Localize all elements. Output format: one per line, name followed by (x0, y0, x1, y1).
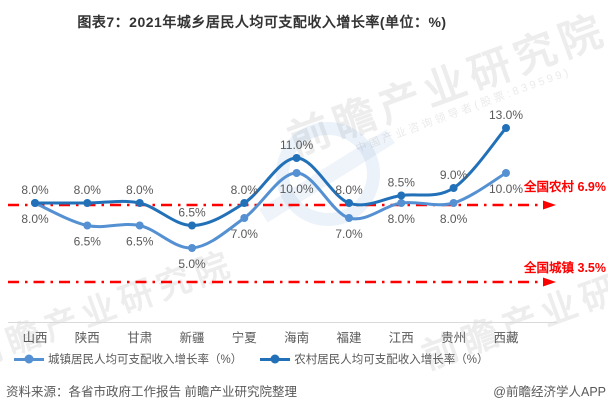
series-0-point-4 (240, 214, 249, 222)
series-1-point-9 (502, 124, 510, 132)
series-0-point-2 (135, 221, 144, 230)
series-1-point-5 (292, 154, 301, 162)
legend-dot-icon (270, 354, 280, 364)
series-0-value-label-6: 7.0% (335, 227, 363, 241)
reference-label-0: 全国农村 6.9% (523, 179, 606, 194)
series-1-value-label-4: 8.0% (231, 183, 259, 197)
series-0-point-3 (188, 244, 196, 252)
series-0-point-8 (449, 199, 458, 207)
legend-item-1: 农村居民人均可支配收入增长率（%） (260, 351, 488, 367)
series-0-value-label-4: 7.0% (231, 227, 259, 241)
credit-note: @前瞻经济学人APP (493, 385, 606, 399)
legend-line-marker-icon (14, 354, 44, 364)
reference-arrow-1 (543, 277, 556, 287)
series-1-point-6 (345, 199, 353, 207)
x-tick-label-9: 西藏 (493, 331, 519, 345)
x-tick-label-3: 新疆 (179, 330, 204, 345)
series-1-value-label-6: 8.0% (335, 183, 363, 197)
source-note: 资料来源：各省市政府工作报告 前瞻产业研究院整理 (6, 385, 297, 399)
series-0-value-label-7: 8.0% (388, 212, 416, 226)
series-1-point-7 (397, 191, 406, 200)
x-tick-label-5: 海南 (284, 330, 309, 345)
series-0-point-7 (397, 199, 406, 207)
legend-label-1: 农村居民人均可支配收入增长率（%） (294, 354, 489, 366)
legend-item-0: 城镇居民人均可支配收入增长率（%） (14, 351, 242, 367)
series-1-point-2 (135, 199, 144, 207)
x-tick-label-6: 福建 (336, 330, 362, 345)
legend-label-0: 城镇居民人均可支配收入增长率（%） (48, 354, 243, 366)
series-1-line (33, 126, 508, 228)
x-tick-label-0: 山西 (22, 331, 47, 345)
series-0-value-label-0: 8.0% (21, 212, 49, 226)
x-tick-label-4: 宁夏 (232, 330, 258, 345)
series-0-line (33, 171, 508, 250)
series-0-value-label-3: 5.0% (178, 257, 206, 271)
legend-dot-icon (24, 354, 34, 364)
x-tick-label-7: 江西 (389, 331, 414, 345)
x-tick-label-8: 贵州 (441, 331, 466, 345)
series-1-value-label-0: 8.0% (21, 183, 49, 197)
legend-line-marker-icon (260, 354, 291, 364)
series-1-value-label-5: 11.0% (280, 138, 313, 152)
series-0-point-9 (502, 169, 510, 177)
series-1-value-label-7: 8.5% (388, 176, 416, 190)
series-0-value-label-1: 6.5% (74, 235, 102, 249)
reference-arrow-0 (543, 200, 556, 210)
series-0-value-label-8: 8.0% (440, 212, 468, 226)
series-0-point-6 (345, 214, 353, 222)
series-1-point-1 (83, 199, 92, 207)
series-1-value-label-3: 6.5% (178, 206, 206, 220)
x-tick-label-1: 陕西 (75, 330, 100, 345)
series-1-point-3 (188, 221, 196, 230)
series-1-point-0 (31, 199, 39, 207)
chart-title: 图表7：2021年城乡居民人均可支配收入增长率(单位：%) (77, 14, 447, 30)
series-1-point-8 (449, 184, 458, 192)
series-0-value-label-2: 6.5% (126, 235, 154, 249)
series-1-value-label-9: 13.0% (489, 108, 523, 122)
series-1-value-label-2: 8.0% (126, 183, 154, 197)
reference-label-1: 全国城镇 3.5% (523, 260, 606, 275)
series-1-value-label-8: 9.0% (440, 168, 468, 182)
series-0-value-label-5: 10.0% (280, 182, 314, 196)
series-1-value-label-1: 8.0% (74, 183, 102, 197)
x-tick-label-2: 甘肃 (127, 331, 152, 345)
series-1-point-4 (240, 199, 249, 207)
series-0-point-1 (83, 221, 92, 230)
series-0-value-label-9: 10.0% (489, 182, 523, 196)
series-0-point-5 (292, 169, 301, 177)
chart-legend: 城镇居民人均可支配收入增长率（%） 农村居民人均可支配收入增长率（%） (14, 351, 488, 367)
